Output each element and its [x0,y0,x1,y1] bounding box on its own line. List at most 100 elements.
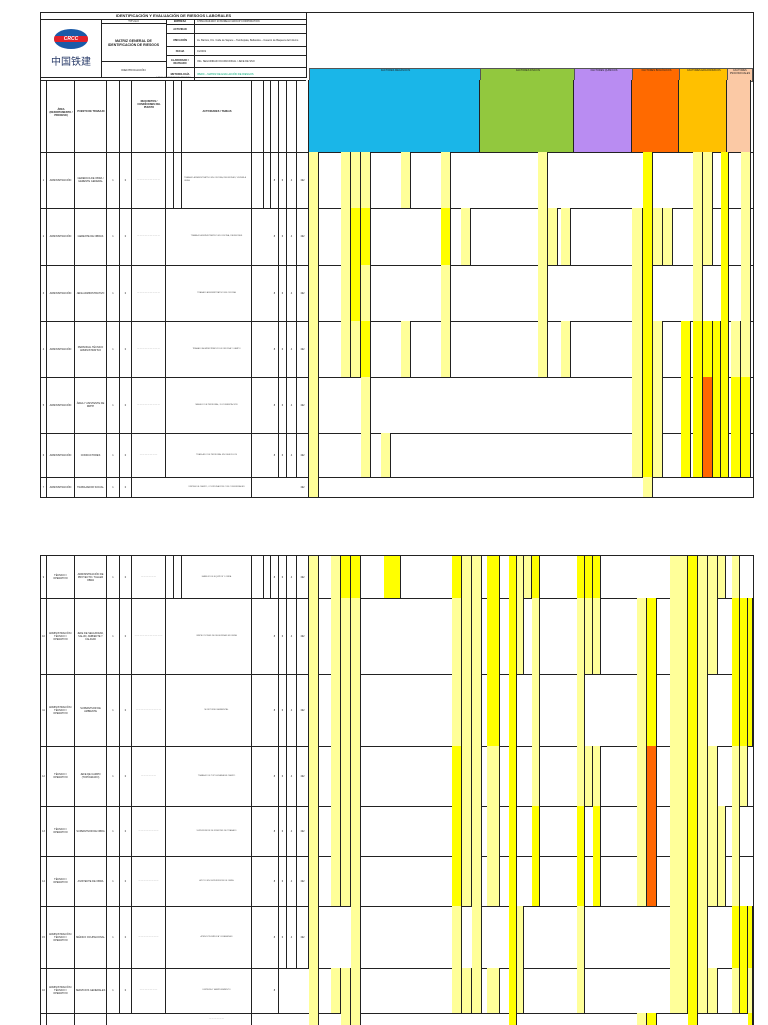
table-cell [341,1013,351,1025]
table-cell: TÉCNICO / OPERATIVO [47,856,75,906]
table-cell: 4 [287,152,297,208]
table-cell [693,208,703,265]
table-cell: ACTIVIDAD [166,25,195,33]
matrix-page-2: 9 TÉCNICO / OPERATIVO ADMINISTRACIÓN DE … [40,555,754,1025]
table-cell [351,208,361,265]
table-cell: — — — — — — [182,1013,252,1025]
table-cell: 6 [279,377,287,433]
column-header-label: REQUISITOS / CONDICIONES DEL PUESTO [137,100,161,109]
table-cell: ADMINISTRACIÓN [47,321,75,377]
table-cell [509,598,517,674]
table-cell [461,208,471,265]
table-cell [741,433,751,477]
column-headers: ÁREA (DEPARTAMENTO / PROCESO) PUESTO DE … [41,80,753,153]
header-fields: EMPRESA CHINA RAILWAY 20 BUREAU GROUP COR… [166,19,306,80]
table-cell [538,265,548,321]
table-cell [740,746,748,806]
table-cell [708,856,718,906]
table-cell [643,265,653,321]
table-cell: 6 [279,746,287,806]
column-header-cell [279,80,287,152]
table-cell: ADMINISTRACIÓN DE PROYECTO / TALLER OBRA [75,556,107,598]
table-cell [538,152,548,208]
table-cell [361,377,371,433]
column-header-cell [309,80,480,152]
table-cell [462,746,472,806]
table-cell [331,674,341,746]
table-cell [632,321,643,377]
table-cell [561,208,571,265]
table-cell: IPERC – MATRIZ DE EVALUACIÓN DE RIESGOS [197,72,254,76]
table-cell [309,433,319,477]
table-cell [341,265,351,321]
table-cell: 8 [271,674,279,746]
table-cell [309,968,319,1013]
table-cell [693,377,703,433]
table-cell: ADMINISTRACIÓN [47,152,75,208]
table-cell: 6 [279,856,287,906]
table-cell: 8 [271,265,279,321]
table-cell [577,746,585,806]
table-cell: — — — — — — — — [132,856,166,906]
table-cell [577,674,585,746]
table-cell [693,433,703,477]
table-cell [748,968,753,1013]
table-cell: ADMINISTRACIÓN / TÉCNICO / OPERATIVO [47,674,75,746]
table-cell [341,321,351,377]
table-row: 16 ADMINISTRACIÓN / TÉCNICO / OPERATIVO … [41,968,753,1014]
table-cell [740,906,748,968]
table-cell [509,906,517,968]
table-cell [741,208,751,265]
table-cell: 192 [297,208,309,265]
table-cell: — — — — — — — — [132,906,166,968]
table-cell [713,433,721,477]
table-cell: 8 [271,906,279,968]
table-cell [472,806,482,856]
table-cell: 0 [120,433,132,477]
table-cell [341,598,351,674]
header-title-block: TÍTULO MATRIZ GENERAL DE IDENTIFICACIÓN … [101,19,167,77]
table-cell [647,856,657,906]
table-cell: MONITOREO AMBIENTAL [182,674,252,746]
table-cell [252,152,264,208]
table-cell: 1 [107,968,120,1013]
table-cell [487,806,500,856]
table-row: 14 TÉCNICO / OPERATIVO ASISTENTE DE OBRA… [41,856,753,907]
table-cell [351,598,361,674]
table-cell [452,556,462,598]
table-cell: GERENTE DE OBRAS [75,208,107,265]
table-cell [698,906,708,968]
table-cell [509,1013,517,1025]
table-cell [698,856,708,906]
table-cell [731,433,741,477]
table-cell [487,856,500,906]
table-cell [532,856,540,906]
table-cell: 192 [297,746,309,806]
table-cell [698,746,708,806]
table-cell [688,556,698,598]
table-cell: 0 [120,598,132,674]
table-cell [577,556,585,598]
table-cell: 192 [297,152,309,208]
table-cell [718,556,726,598]
table-cell [731,377,741,433]
table-cell: APOYO EN SUPERVISIÓN DE OBRA [182,856,252,906]
table-cell: 192 [297,598,309,674]
table-cell: 0 [120,477,132,497]
table-cell [472,674,482,746]
table-cell [452,968,462,1013]
table-cell [47,1013,75,1025]
table-cell: 4 [287,806,297,856]
table-cell [538,321,548,377]
table-cell: 192 [297,433,309,477]
table-cell [698,556,708,598]
table-cell [472,856,482,906]
table-row: 7 ADMINISTRACIÓN TRABAJADOR SOCIAL 1 0 V… [41,477,753,497]
table-row: 9 TÉCNICO / OPERATIVO ADMINISTRACIÓN DE … [41,556,753,599]
table-cell: 8 [271,321,279,377]
table-cell [264,556,271,598]
table-cell [708,598,718,674]
table-cell: Av. Barrios, Km. Calle de Sapere – Tambo… [197,38,299,42]
table-cell [732,674,740,746]
table-cell: 0 [120,968,132,1013]
